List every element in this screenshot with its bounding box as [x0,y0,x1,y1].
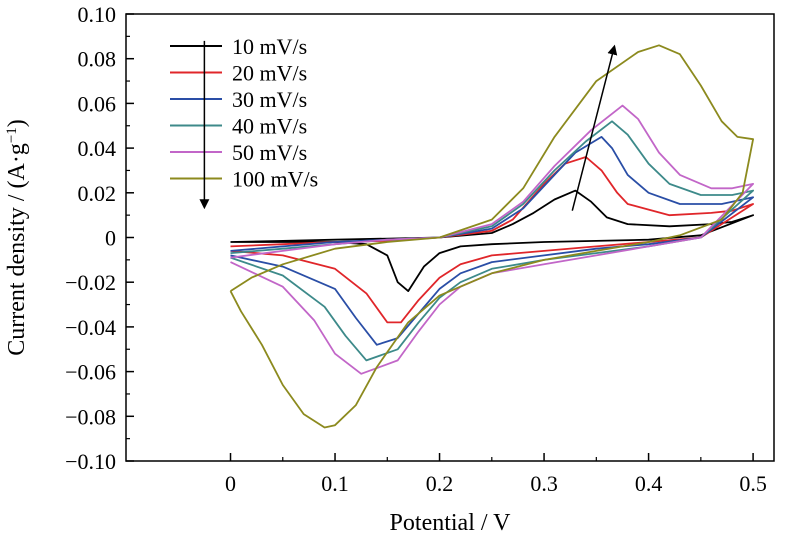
y-axis-title-close: ) [4,119,30,127]
y-axis-title-main: Current density / (A·g [4,143,30,356]
x-tick-label: 0.5 [739,471,767,496]
y-tick-label: −0.08 [65,404,116,429]
legend-label-3: 40 mV/s [232,114,307,139]
y-tick-label: −0.04 [65,315,116,340]
series-layer [229,44,754,429]
series-line-5 [229,44,754,429]
y-tick-label: −0.06 [65,360,116,385]
y-tick-label: 0.04 [78,136,117,161]
y-tick-label: 0.10 [78,2,117,27]
legend-label-1: 20 mV/s [232,61,307,86]
trend-arrow-1 [571,44,618,211]
x-tick-label: 0.3 [530,471,558,496]
labels-layer: 0 0.1 0.2 0.3 0.4 0.5 −0.10 −0.08 −0.06 −0.04 −0.0… [65,2,767,496]
y-tick-label: 0 [105,226,116,251]
ticks-layer [126,13,754,462]
legend-label-4: 50 mV/s [232,140,307,165]
y-tick-label: 0.08 [78,47,117,72]
x-tick-label: 0.1 [321,471,349,496]
series-line-0 [230,189,754,292]
x-tick-label: 0.4 [635,471,663,496]
legend-label-2: 30 mV/s [232,87,307,112]
y-axis-title: Current density / (A·g−1) [4,119,30,356]
series-line-4 [230,104,754,375]
series-line-1 [230,156,754,324]
y-tick-label: 0.02 [78,181,117,206]
x-tick-label: 0.2 [426,471,454,496]
legend-label-5: 100 mV/s [232,167,318,192]
y-tick-label: 0.06 [78,91,117,116]
y-axis-title-sup: −1 [4,127,20,143]
y-tick-label: −0.02 [65,270,116,295]
x-tick-label: 0 [225,471,236,496]
legend-label-0: 10 mV/s [232,34,307,59]
y-tick-label: −0.10 [65,449,116,474]
annotations [199,40,618,211]
x-axis-title: Potential / V [390,510,512,534]
